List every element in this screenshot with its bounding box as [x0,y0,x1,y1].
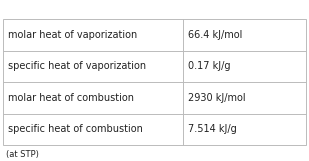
Text: 66.4 kJ/mol: 66.4 kJ/mol [188,30,242,40]
Text: specific heat of vaporization: specific heat of vaporization [8,61,146,71]
Text: molar heat of vaporization: molar heat of vaporization [8,30,137,40]
Text: specific heat of combustion: specific heat of combustion [8,124,142,134]
Text: 0.17 kJ/g: 0.17 kJ/g [188,61,231,71]
Text: (at STP): (at STP) [6,150,39,159]
Text: 7.514 kJ/g: 7.514 kJ/g [188,124,237,134]
Bar [3,19,306,145]
Text: 2930 kJ/mol: 2930 kJ/mol [188,93,246,103]
Text: molar heat of combustion: molar heat of combustion [8,93,134,103]
